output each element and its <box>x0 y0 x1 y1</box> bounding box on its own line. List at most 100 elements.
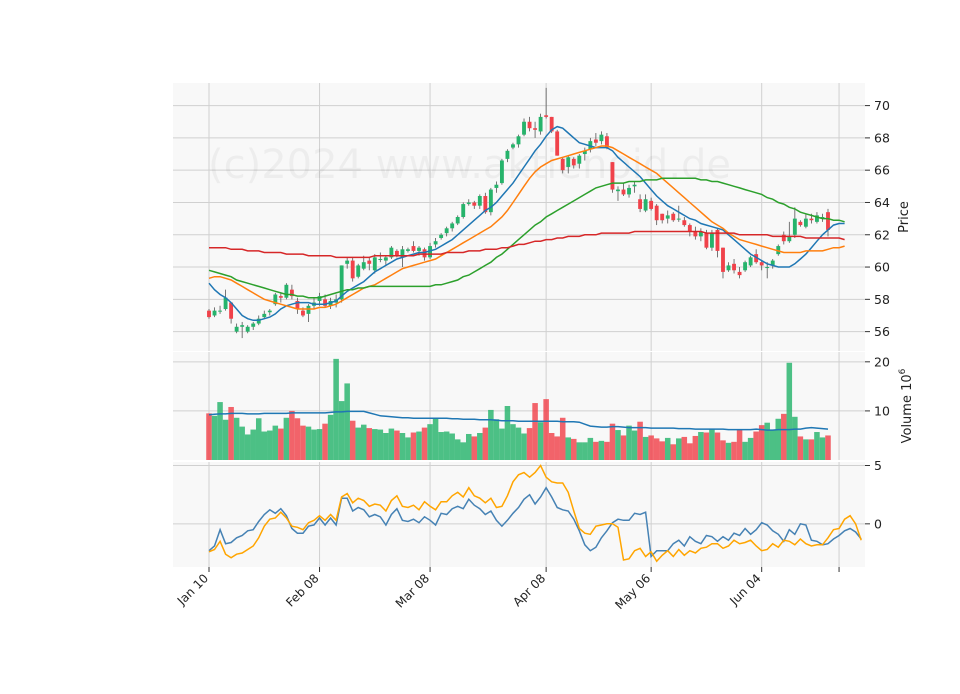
volume-bar <box>322 423 328 460</box>
volume-bar <box>311 429 317 460</box>
volume-bar <box>593 441 599 460</box>
volume-bar <box>576 442 583 460</box>
volume-bar <box>443 431 450 460</box>
volume-bar <box>355 427 361 460</box>
volume-bar <box>349 420 356 460</box>
candle-body <box>687 225 692 232</box>
volume-bar <box>510 424 516 460</box>
candle-body <box>428 246 433 258</box>
x-tick-label: Mar 08 <box>393 571 432 610</box>
candle-body <box>759 262 764 266</box>
volume-bar <box>388 428 395 460</box>
candle-body <box>781 234 786 242</box>
volume-bar <box>338 401 345 460</box>
volume-bar <box>814 432 820 460</box>
candle-body <box>770 260 775 266</box>
candle-body <box>483 196 488 213</box>
volume-bar <box>477 433 483 460</box>
candle-body <box>284 284 289 298</box>
volume-bar <box>294 418 301 460</box>
volume-bar <box>687 443 693 460</box>
candle-body <box>599 134 604 142</box>
x-tick-label: Feb 08 <box>283 571 321 609</box>
price-y-tick-label: 68 <box>874 130 890 145</box>
volume-bar <box>499 428 505 460</box>
candle-body <box>422 249 427 258</box>
candle-body <box>593 139 598 143</box>
ma-slow-line <box>208 177 845 299</box>
candle-body <box>522 121 526 135</box>
candle-body <box>748 257 753 266</box>
candle-body <box>743 262 748 271</box>
volume-bar <box>272 425 279 460</box>
candle-body <box>765 267 770 269</box>
volume-bar <box>808 439 815 460</box>
volume-bar <box>377 429 384 460</box>
volume-bar <box>753 431 759 460</box>
ma-medium-line <box>208 145 845 310</box>
volume-bar <box>537 422 544 460</box>
volume-y-tick-label: 20 <box>874 354 890 369</box>
x-tick-label: May 06 <box>612 571 653 612</box>
candle-body <box>676 218 681 220</box>
volume-bar <box>698 432 704 460</box>
volume-bar <box>449 433 455 460</box>
candle-body <box>638 199 643 209</box>
volume-bar <box>786 362 793 460</box>
candle-body <box>450 223 455 229</box>
volume-bar <box>543 399 549 460</box>
volume-bar <box>703 432 710 460</box>
volume-bar <box>383 433 389 460</box>
candle-body <box>433 241 438 245</box>
candle-body <box>251 323 256 327</box>
volume-bar <box>709 429 715 460</box>
volume-bar <box>582 442 588 460</box>
volume-bar <box>615 430 621 460</box>
candle-body <box>273 294 278 305</box>
volume-bar <box>344 383 350 460</box>
candle-body <box>555 131 560 156</box>
volume-bar <box>255 418 262 460</box>
candle-body <box>289 289 294 297</box>
price-y-tick-label: 64 <box>874 195 890 210</box>
candle-body <box>229 302 234 319</box>
candle-body <box>588 141 593 150</box>
candle-body <box>815 215 819 222</box>
candle-body <box>444 228 449 234</box>
volume-bar <box>664 437 671 460</box>
candle-body <box>461 204 466 217</box>
volume-bar <box>482 427 489 460</box>
candle-body <box>721 247 725 272</box>
candle-body <box>477 196 482 206</box>
volume-bar <box>416 431 422 460</box>
candle-body <box>549 116 554 132</box>
volume-bar <box>626 425 632 460</box>
volume-bar <box>278 428 284 460</box>
volume-bar <box>465 433 472 460</box>
candle-body <box>582 150 587 155</box>
volume-bar <box>642 436 649 460</box>
volume-bar <box>803 439 809 460</box>
candle-body <box>499 160 504 184</box>
volume-bar <box>488 409 494 460</box>
volume-bar <box>228 406 234 460</box>
candle-body <box>632 184 637 187</box>
candle-body <box>356 265 361 277</box>
volume-bar <box>548 433 555 460</box>
candle-body <box>616 189 620 192</box>
volume-bar <box>692 435 699 460</box>
candle-body <box>323 299 327 306</box>
volume-bar <box>559 417 566 460</box>
volume-bar <box>206 413 212 460</box>
volume-bar <box>676 438 682 460</box>
candle-body <box>527 121 532 129</box>
candle-body <box>267 310 272 313</box>
volume-bar <box>493 419 500 460</box>
volume-bar <box>769 429 776 460</box>
candle-body <box>383 257 388 261</box>
volume-bar <box>394 430 400 460</box>
candle-body <box>406 249 410 251</box>
candle-body <box>439 234 444 238</box>
volume-bar <box>670 444 677 460</box>
candle-body <box>394 250 399 256</box>
